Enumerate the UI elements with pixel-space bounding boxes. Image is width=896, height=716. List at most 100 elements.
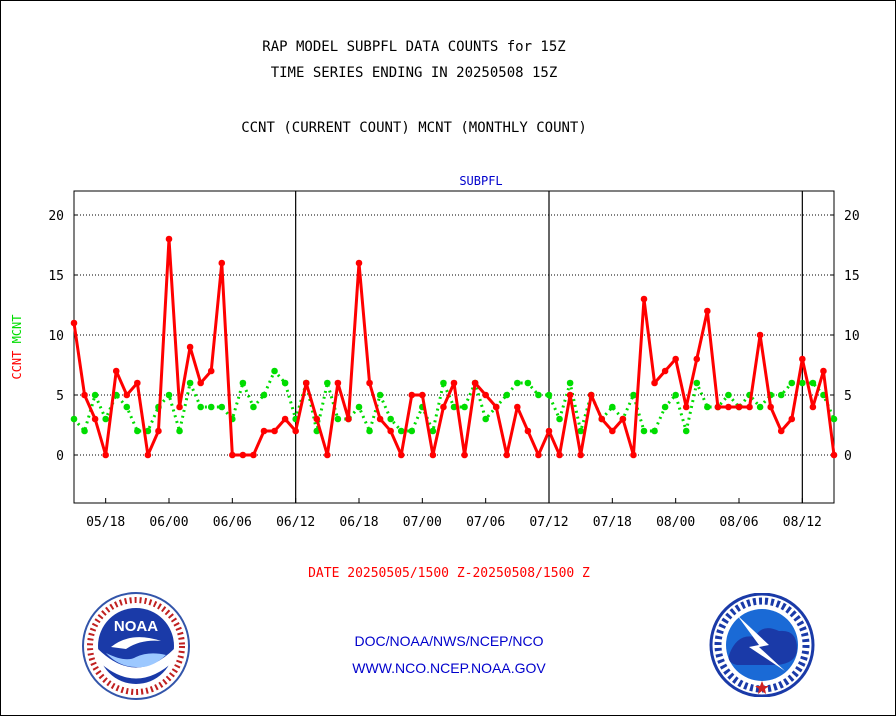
data-point-mcnt: [260, 391, 268, 399]
data-point-mcnt: [271, 367, 278, 375]
data-point-ccnt: [820, 367, 827, 375]
data-point-ccnt: [725, 403, 732, 411]
x-tick-label: 06/06: [213, 515, 252, 530]
data-point-ccnt: [313, 415, 321, 423]
data-point-mcnt: [609, 403, 616, 411]
data-point-ccnt: [429, 451, 437, 459]
data-point-ccnt: [461, 451, 468, 459]
data-point-ccnt: [609, 427, 616, 435]
data-point-mcnt: [239, 379, 247, 387]
data-point-mcnt: [704, 403, 711, 411]
data-point-mcnt: [566, 379, 574, 387]
data-point-mcnt: [355, 403, 363, 411]
data-point-ccnt: [799, 355, 806, 363]
data-point-mcnt: [165, 391, 173, 399]
y-axis-label-mcnt: MCNT: [10, 314, 24, 343]
data-point-ccnt: [556, 451, 563, 459]
data-point-mcnt: [387, 415, 394, 423]
data-point-mcnt: [218, 403, 226, 411]
x-tick-label: 05/18: [86, 515, 125, 530]
data-point-ccnt: [471, 379, 479, 387]
data-point-ccnt: [271, 427, 278, 435]
data-point-ccnt: [155, 427, 162, 435]
data-point-ccnt: [735, 403, 743, 411]
data-point-ccnt: [682, 403, 690, 411]
data-point-ccnt: [809, 403, 817, 411]
data-point-mcnt: [281, 379, 289, 387]
y-tick-label-right: 20: [844, 209, 860, 224]
data-point-mcnt: [376, 391, 384, 399]
data-point-ccnt: [345, 415, 352, 423]
data-point-ccnt: [566, 391, 574, 399]
data-point-mcnt: [123, 403, 131, 411]
data-point-ccnt: [535, 451, 542, 459]
x-tick-label: 07/12: [529, 515, 568, 530]
data-point-ccnt: [123, 391, 131, 399]
y-tick-label-left: 20: [48, 209, 64, 224]
data-point-ccnt: [239, 451, 247, 459]
data-point-ccnt: [577, 451, 584, 459]
data-point-ccnt: [70, 319, 78, 327]
data-point-mcnt: [651, 427, 658, 435]
data-point-ccnt: [366, 379, 373, 387]
data-point-ccnt: [704, 307, 711, 315]
data-point-ccnt: [619, 415, 627, 423]
data-point-mcnt: [134, 427, 141, 435]
data-point-ccnt: [197, 379, 204, 387]
data-point-mcnt: [176, 427, 183, 435]
nco-website-link[interactable]: WWW.NCO.NCEP.NOAA.GOV: [352, 660, 546, 676]
data-point-ccnt: [134, 379, 141, 387]
data-point-ccnt: [450, 379, 458, 387]
data-point-mcnt: [556, 415, 563, 423]
data-point-mcnt: [450, 403, 458, 411]
data-point-mcnt: [324, 379, 331, 387]
data-point-mcnt: [693, 379, 701, 387]
y-tick-label-left: 0: [56, 449, 64, 464]
data-point-ccnt: [767, 403, 774, 411]
chart-title-line-2: TIME SERIES ENDING IN 20250508 15Z: [270, 65, 558, 81]
data-point-mcnt: [91, 391, 99, 399]
national-weather-service-logo[interactable]: [707, 593, 817, 697]
y-tick-label-left: 5: [56, 389, 64, 404]
data-point-mcnt: [514, 379, 521, 387]
data-point-mcnt: [545, 391, 553, 399]
data-point-ccnt: [492, 403, 500, 411]
y-tick-label-left: 15: [48, 269, 64, 284]
data-point-ccnt: [355, 259, 363, 267]
data-point-mcnt: [397, 427, 405, 435]
data-point-mcnt: [672, 391, 679, 399]
data-point-ccnt: [397, 451, 405, 459]
chart-title: SUBPFL: [459, 174, 502, 188]
data-point-ccnt: [281, 415, 289, 423]
x-tick-label: 07/00: [403, 515, 442, 530]
data-point-mcnt: [482, 415, 489, 423]
data-point-mcnt: [207, 403, 215, 411]
data-point-mcnt: [366, 427, 373, 435]
data-point-ccnt: [91, 415, 99, 423]
data-point-mcnt: [334, 415, 342, 423]
y-tick-label-right: 5: [844, 389, 852, 404]
data-point-mcnt: [577, 427, 584, 435]
data-point-ccnt: [756, 331, 764, 339]
doc-noaa-link[interactable]: DOC/NOAA/NWS/NCEP/NCO: [354, 633, 544, 649]
noaa-logo-text: NOAA: [114, 618, 158, 635]
data-point-ccnt: [419, 391, 426, 399]
data-point-mcnt: [524, 379, 532, 387]
data-point-ccnt: [693, 355, 701, 363]
data-point-ccnt: [207, 367, 215, 375]
data-point-ccnt: [672, 355, 679, 363]
data-point-ccnt: [387, 427, 394, 435]
data-point-mcnt: [661, 403, 669, 411]
x-tick-label: 07/06: [466, 515, 505, 530]
y-tick-label-right: 0: [844, 449, 852, 464]
data-point-ccnt: [503, 451, 511, 459]
data-point-ccnt: [165, 235, 173, 243]
data-point-ccnt: [250, 451, 257, 459]
noaa-logo[interactable]: NOAA: [81, 591, 191, 701]
data-point-ccnt: [545, 427, 553, 435]
data-point-ccnt: [482, 391, 489, 399]
data-point-ccnt: [598, 415, 606, 423]
data-point-ccnt: [334, 379, 342, 387]
data-point-ccnt: [408, 391, 416, 399]
data-point-ccnt: [292, 427, 299, 435]
